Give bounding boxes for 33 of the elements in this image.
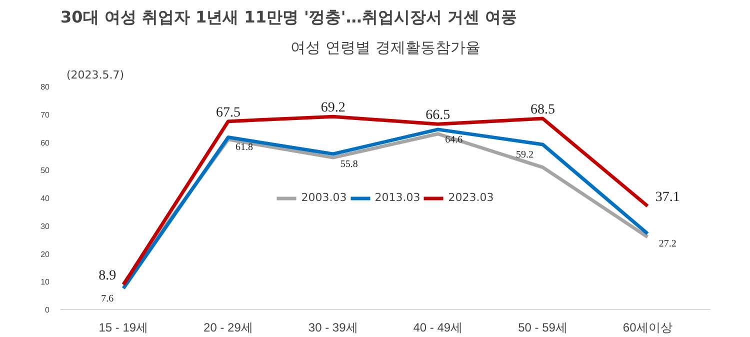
data-label: 7.6 (101, 293, 114, 304)
y-tick-label: 30 (40, 222, 50, 231)
data-label: 66.5 (426, 108, 450, 124)
data-label: 27.2 (658, 238, 676, 250)
y-tick-label: 10 (40, 278, 50, 287)
x-tick-label: 60세이상 (622, 320, 672, 334)
data-label: 59.2 (516, 149, 534, 160)
data-label: 64.6 (445, 134, 463, 146)
x-tick-label: 20 - 29세 (204, 320, 253, 334)
x-tick-label: 40 - 49세 (413, 320, 463, 334)
legend-label: 2023.03 (448, 191, 494, 204)
data-label: 67.5 (216, 105, 240, 120)
data-label: 8.9 (98, 268, 116, 284)
y-tick-label: 80 (40, 82, 50, 92)
legend-label: 2003.03 (301, 191, 347, 204)
chart-subtitle: 여성 연령별 경제활동참가율 (290, 38, 480, 56)
x-tick-label: 50 - 59세 (518, 320, 568, 334)
x-tick-label: 15 - 19세 (98, 320, 148, 334)
data-label: 61.8 (235, 142, 253, 154)
legend-label: 2013.03 (374, 191, 420, 204)
data-label: 55.8 (340, 158, 358, 170)
y-tick-label: 40 (40, 194, 50, 203)
data-label: 69.2 (320, 100, 346, 116)
data-label: 68.5 (530, 102, 556, 118)
data-label: 37.1 (655, 190, 680, 206)
text: (2023.5.7) (66, 68, 124, 82)
chart-title: 30대 여성 취업자 1년새 11만명 '껑충'…취업시장서 거센 여풍 (60, 8, 517, 26)
y-tick-label: 0 (45, 306, 50, 314)
x-tick-label: 30 - 39세 (308, 320, 358, 334)
y-tick-label: 60 (40, 138, 50, 148)
y-tick-label: 50 (40, 166, 50, 176)
y-tick-label: 20 (40, 250, 50, 259)
y-tick-label: 70 (40, 110, 50, 120)
